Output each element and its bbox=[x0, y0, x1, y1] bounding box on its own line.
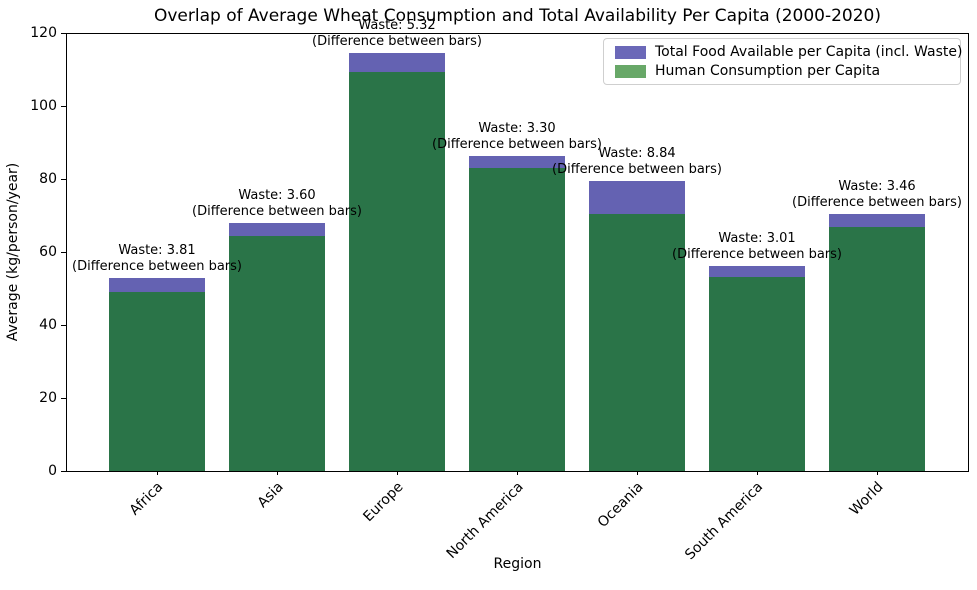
waste-annotation: Waste: 3.81 (Difference between bars) bbox=[0, 243, 317, 275]
y-tick-label: 20 bbox=[39, 390, 57, 406]
y-tick-label: 120 bbox=[30, 25, 57, 41]
x-tick bbox=[876, 471, 878, 475]
waste-annotation-line1: Waste: 3.01 bbox=[718, 230, 796, 246]
x-tick-label: Oceania bbox=[594, 479, 647, 531]
chart-title: Overlap of Average Wheat Consumption and… bbox=[153, 6, 882, 26]
x-tick-label: Europe bbox=[360, 479, 407, 526]
bar-human-africa bbox=[109, 292, 205, 471]
waste-annotation: Waste: 3.30 (Difference between bars) bbox=[357, 121, 677, 153]
x-tick-label: Africa bbox=[126, 479, 167, 519]
legend-item: Total Food Available per Capita (incl. W… bbox=[615, 44, 963, 60]
waste-annotation-line2: (Difference between bars) bbox=[312, 33, 482, 49]
x-tick-label: World bbox=[846, 479, 887, 519]
bar-human-europe bbox=[349, 72, 445, 471]
x-tick-label: South America bbox=[682, 479, 767, 564]
y-tick-label: 40 bbox=[39, 317, 57, 333]
waste-annotation-line1: Waste: 3.30 bbox=[478, 120, 556, 136]
y-tick-label: 80 bbox=[39, 171, 57, 187]
waste-annotation: Waste: 5.32 (Difference between bars) bbox=[237, 18, 557, 50]
waste-annotation-line2: (Difference between bars) bbox=[672, 246, 842, 262]
x-axis-label: Region bbox=[493, 556, 542, 572]
legend-label: Total Food Available per Capita (incl. W… bbox=[655, 44, 963, 60]
plot-area bbox=[66, 33, 969, 472]
y-tick-label: 0 bbox=[48, 463, 57, 479]
waste-annotation-line1: Waste: 8.84 bbox=[598, 146, 676, 162]
x-tick bbox=[396, 471, 398, 475]
bar-human-south-america bbox=[709, 276, 805, 471]
waste-annotation: Waste: 3.01 (Difference between bars) bbox=[597, 231, 917, 263]
waste-annotation-line2: (Difference between bars) bbox=[192, 204, 362, 220]
waste-annotation-line1: Waste: 5.32 bbox=[358, 17, 436, 33]
y-tick-label: 100 bbox=[30, 98, 57, 114]
waste-annotation: Waste: 3.60 (Difference between bars) bbox=[117, 188, 437, 220]
legend: Total Food Available per Capita (incl. W… bbox=[603, 38, 963, 85]
y-tick-label: 60 bbox=[39, 244, 57, 260]
legend-label: Human Consumption per Capita bbox=[655, 63, 881, 79]
bar-human-north-america bbox=[469, 167, 565, 471]
bar-human-asia bbox=[229, 236, 325, 471]
legend-swatch bbox=[615, 64, 646, 78]
y-tick bbox=[61, 324, 66, 326]
y-tick bbox=[61, 178, 66, 180]
waste-annotation-line2: (Difference between bars) bbox=[552, 162, 722, 178]
legend-item: Human Consumption per Capita bbox=[615, 63, 960, 79]
waste-annotation: Waste: 8.84 (Difference between bars) bbox=[477, 146, 797, 178]
y-tick bbox=[61, 251, 66, 253]
waste-annotation-line2: (Difference between bars) bbox=[72, 259, 242, 275]
x-tick bbox=[276, 471, 278, 475]
waste-annotation-line1: Waste: 3.81 bbox=[118, 243, 196, 259]
y-tick bbox=[61, 470, 66, 472]
y-tick bbox=[61, 397, 66, 399]
bar-human-oceania bbox=[589, 213, 685, 471]
x-tick bbox=[516, 471, 518, 475]
waste-annotation-line1: Waste: 3.46 bbox=[838, 179, 916, 195]
waste-annotation: Waste: 3.46 (Difference between bars) bbox=[717, 179, 977, 211]
waste-annotation-line2: (Difference between bars) bbox=[792, 195, 962, 211]
x-tick bbox=[756, 471, 758, 475]
x-tick-label: North America bbox=[443, 479, 527, 562]
x-tick bbox=[636, 471, 638, 475]
y-tick bbox=[61, 105, 66, 107]
x-tick-label: Asia bbox=[254, 479, 287, 512]
x-tick bbox=[156, 471, 158, 475]
bar-human-world bbox=[829, 226, 925, 471]
y-tick bbox=[61, 32, 66, 34]
waste-annotation-line2: (Difference between bars) bbox=[432, 136, 602, 152]
legend-swatch bbox=[615, 45, 646, 59]
waste-annotation-line1: Waste: 3.60 bbox=[238, 188, 316, 204]
